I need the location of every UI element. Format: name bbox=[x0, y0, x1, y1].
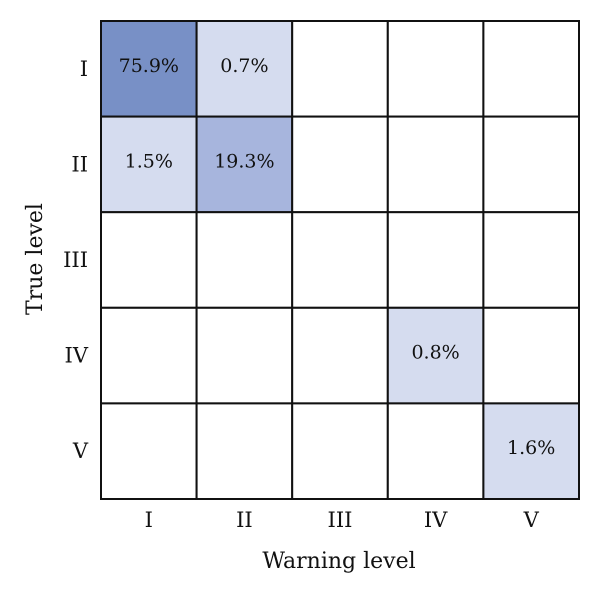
x-axis-ticks: I II III IV V bbox=[145, 508, 540, 532]
x-tick-label: I bbox=[145, 508, 153, 532]
matrix-cell-r4-c2 bbox=[195, 306, 294, 405]
y-tick-label: III bbox=[63, 248, 88, 272]
matrix-cell-r4-c3 bbox=[291, 306, 389, 405]
matrix-cell-r4-c1 bbox=[100, 306, 198, 405]
matrix-cell-r2-c4 bbox=[386, 115, 485, 214]
x-tick-label: II bbox=[236, 508, 253, 532]
matrix-cell-r4-c5 bbox=[482, 306, 580, 405]
matrix-cell-r1-c4 bbox=[386, 20, 485, 118]
x-tick-label: V bbox=[523, 508, 540, 532]
matrix-cell-r1-c2 bbox=[195, 20, 294, 118]
y-tick-label: IV bbox=[65, 344, 89, 368]
cell-value-label: 0.7% bbox=[220, 55, 268, 77]
cell-value-label: 75.9% bbox=[119, 55, 179, 77]
matrix-cell-r3-c5 bbox=[482, 211, 580, 309]
matrix-cell-r1-c1 bbox=[100, 20, 198, 118]
matrix-cell-r3-c4 bbox=[386, 211, 485, 309]
matrix-cell-r5-c4 bbox=[386, 402, 485, 500]
matrix-cell-r3-c3 bbox=[291, 211, 389, 309]
matrix-cell-r5-c3 bbox=[291, 402, 389, 500]
matrix-cell-r5-c2 bbox=[195, 402, 294, 500]
y-axis-title: True level bbox=[23, 203, 48, 315]
matrix-cell-r2-c5 bbox=[482, 115, 580, 214]
matrix-cell-r2-c3 bbox=[291, 115, 389, 214]
matrix-cell-r1-c5 bbox=[482, 20, 580, 118]
cell-value-label: 1.6% bbox=[507, 437, 555, 459]
matrix-cell-r2-c1 bbox=[100, 115, 198, 214]
x-axis-title: Warning level bbox=[262, 549, 415, 574]
x-tick-label: IV bbox=[424, 508, 448, 532]
matrix-cells bbox=[100, 20, 580, 500]
cell-value-label: 19.3% bbox=[214, 150, 274, 172]
matrix-cell-r1-c3 bbox=[291, 20, 389, 118]
cell-value-label: 1.5% bbox=[125, 150, 173, 172]
y-tick-label: I bbox=[80, 57, 88, 81]
y-tick-label: V bbox=[72, 439, 89, 463]
matrix-cell-r3-c1 bbox=[100, 211, 198, 309]
cell-labels: 75.9% 0.7% 1.5% 19.3% 0.8% 1.6% bbox=[119, 55, 556, 459]
matrix-cell-r5-c1 bbox=[100, 402, 198, 500]
cell-value-label: 0.8% bbox=[411, 342, 459, 364]
x-tick-label: III bbox=[328, 508, 353, 532]
y-tick-label: II bbox=[71, 152, 88, 176]
matrix-cell-r3-c2 bbox=[195, 211, 294, 309]
matrix-cell-r5-c5 bbox=[482, 402, 580, 500]
